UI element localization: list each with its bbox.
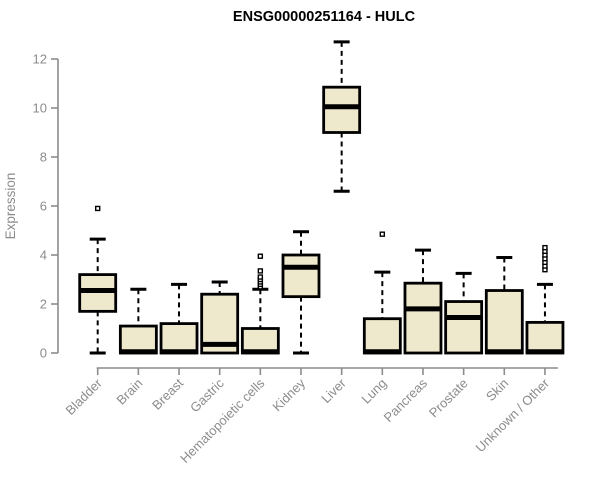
x-tick-label: Bladder [63,375,106,418]
x-tick-label: Prostate [426,376,471,421]
x-tick-label: Gastric [187,375,227,415]
box-rect [444,300,484,355]
y-tick-label: 4 [40,248,47,263]
y-tick-label: 8 [40,150,47,165]
x-tick-label: Skin [483,376,511,404]
box-rect [118,324,158,355]
x-tick-label: Brain [113,376,145,408]
y-axis-label: Expression [3,173,18,240]
box-rect [281,253,321,299]
box-rect [322,85,362,134]
y-tick-label: 12 [33,52,47,67]
y-tick-label: 6 [40,199,47,214]
outlier-point [94,205,101,212]
x-tick-label: Breast [149,375,186,412]
x-tick-label: Unknown / Other [472,375,552,455]
box-rect [362,317,402,355]
box-rect [159,322,199,355]
x-tick-label: Lung [358,376,389,407]
y-tick-label: 2 [40,297,47,312]
x-tick-label: Pancreas [381,375,431,425]
y-tick-label: 10 [33,101,47,116]
x-tick-label: Liver [318,375,349,406]
outlier-point [257,253,264,259]
chart-title: ENSG00000251164 - HULC [233,9,416,25]
outlier-point [379,231,386,237]
outlier-point [257,268,264,274]
box-rect [403,281,443,355]
box-rect [484,289,524,355]
y-tick-label: 0 [40,346,47,361]
outlier-point [542,244,548,251]
x-tick-label: Kidney [269,375,308,414]
box-rect [525,320,565,355]
outlier-point [257,274,264,280]
